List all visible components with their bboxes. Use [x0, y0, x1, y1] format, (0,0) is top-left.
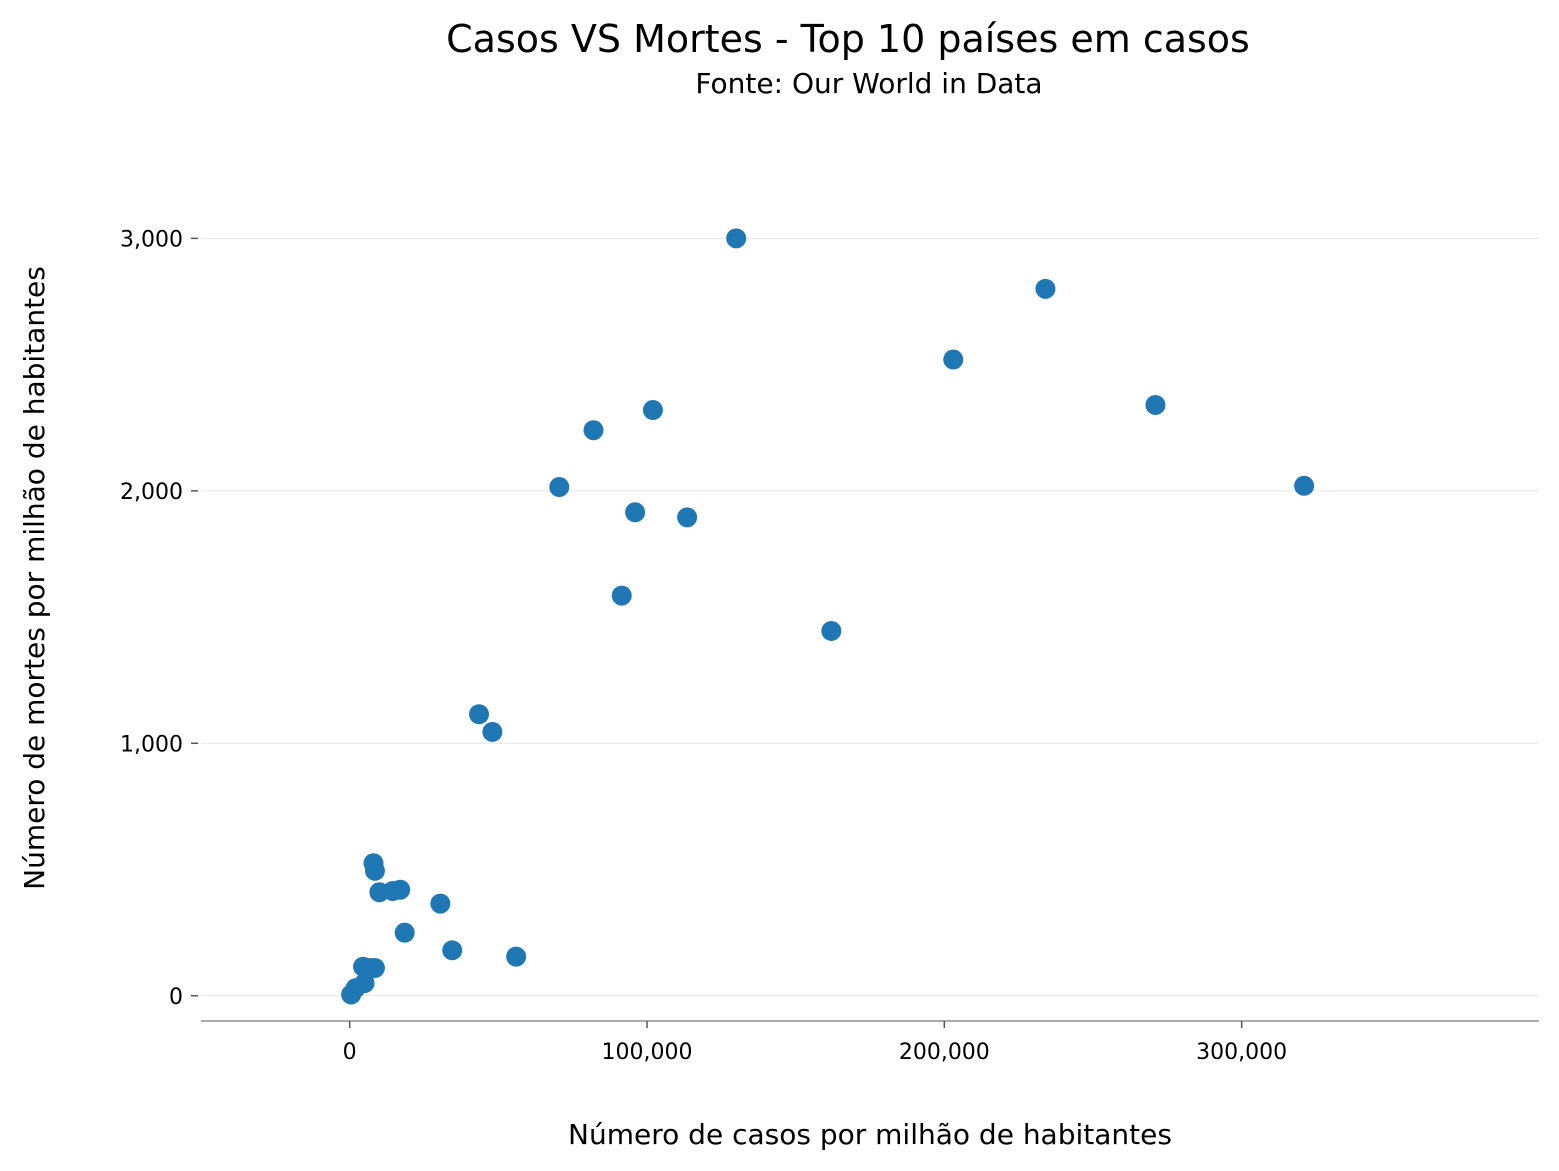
scatter-point [482, 721, 503, 742]
scatter-point [364, 860, 385, 881]
scatter-point [583, 420, 604, 441]
scatter-point [506, 946, 527, 967]
scatter-point [390, 879, 411, 900]
scatter-point [469, 704, 490, 725]
x-tick-label: 100,000 [602, 1040, 693, 1065]
scatter-point [1294, 475, 1315, 496]
grid-lines [201, 237, 1539, 997]
y-tick-label: 2,000 [120, 480, 183, 505]
scatter-point [677, 507, 698, 528]
scatter-point [1145, 394, 1166, 415]
x-axis-label: Número de casos por milhão de habitantes [568, 1118, 1172, 1151]
scatter-point [364, 957, 385, 978]
scatter-point [611, 585, 632, 606]
scatter-point [341, 984, 362, 1005]
y-tick-label: 1,000 [120, 732, 183, 757]
scatter-point [625, 502, 646, 523]
chart-subtitle: Fonte: Our World in Data [695, 67, 1042, 100]
scatter-point [430, 893, 451, 914]
scatter-point [442, 940, 463, 961]
x-tick-label: 0 [343, 1040, 357, 1065]
scatter-point [943, 349, 964, 370]
scatter-point [642, 400, 663, 421]
y-tick-label: 3,000 [120, 227, 183, 252]
y-tick-label: 0 [169, 985, 183, 1010]
x-axis: 0 100,000 200,000 300,000 [201, 1020, 1539, 1065]
x-tick-label: 300,000 [1196, 1040, 1287, 1065]
scatter-point [394, 922, 415, 943]
scatter-point [549, 477, 570, 498]
scatter-point [821, 620, 842, 641]
y-axis-label: Número de mortes por milhão de habitante… [18, 266, 51, 890]
data-points [341, 228, 1315, 1005]
x-tick-label: 200,000 [899, 1040, 990, 1065]
scatter-point [726, 228, 747, 249]
y-axis: 0 1,000 2,000 3,000 [120, 227, 198, 1010]
scatter-point [1035, 278, 1056, 299]
chart-title: Casos VS Mortes - Top 10 países em casos [446, 17, 1250, 61]
